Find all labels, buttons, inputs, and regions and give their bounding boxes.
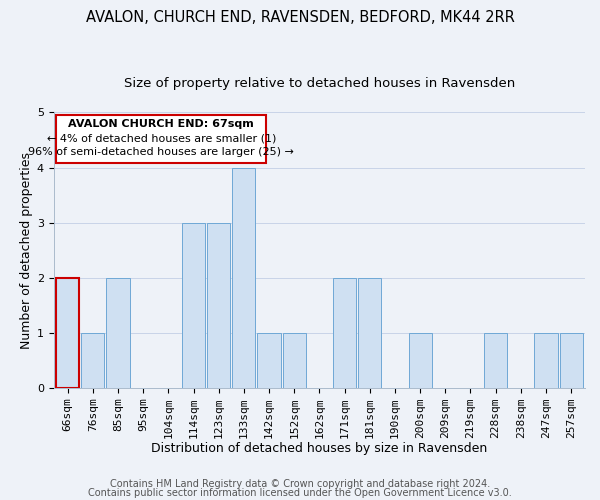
FancyBboxPatch shape [56,116,266,164]
Title: Size of property relative to detached houses in Ravensden: Size of property relative to detached ho… [124,78,515,90]
Bar [560,332,583,388]
Bar [535,332,557,388]
Bar [232,168,256,388]
Bar [207,222,230,388]
Bar [283,332,306,388]
X-axis label: Distribution of detached houses by size in Ravensden: Distribution of detached houses by size … [151,442,488,455]
Text: AVALON, CHURCH END, RAVENSDEN, BEDFORD, MK44 2RR: AVALON, CHURCH END, RAVENSDEN, BEDFORD, … [86,10,514,25]
Bar [409,332,431,388]
Bar [81,332,104,388]
Bar [257,332,281,388]
Bar [484,332,507,388]
Text: Contains HM Land Registry data © Crown copyright and database right 2024.: Contains HM Land Registry data © Crown c… [110,479,490,489]
Bar [56,278,79,388]
Y-axis label: Number of detached properties: Number of detached properties [20,152,33,348]
Bar [106,278,130,388]
Bar [333,278,356,388]
Text: AVALON CHURCH END: 67sqm: AVALON CHURCH END: 67sqm [68,120,254,130]
Text: 96% of semi-detached houses are larger (25) →: 96% of semi-detached houses are larger (… [28,147,294,157]
Bar [182,222,205,388]
Bar [358,278,382,388]
Text: ← 4% of detached houses are smaller (1): ← 4% of detached houses are smaller (1) [47,133,276,143]
Text: Contains public sector information licensed under the Open Government Licence v3: Contains public sector information licen… [88,488,512,498]
